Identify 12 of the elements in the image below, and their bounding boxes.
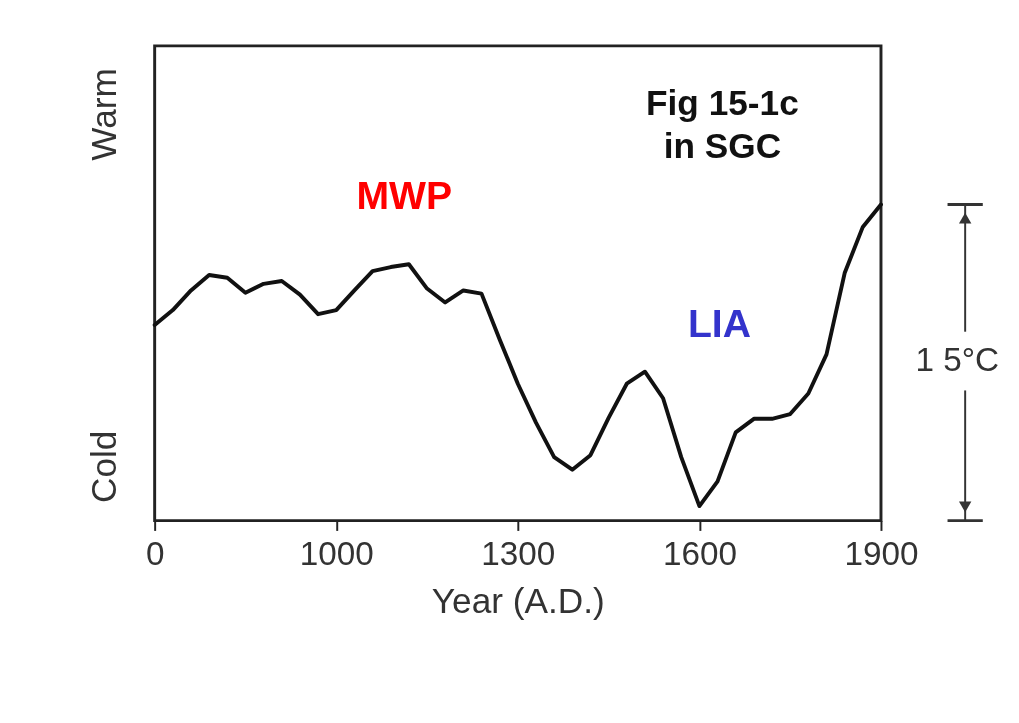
- annotation: LIA: [687, 301, 751, 345]
- x-tick-label: 1900: [844, 535, 919, 573]
- x-tick-label: 0: [145, 535, 165, 573]
- text: Warm: [84, 68, 124, 161]
- x-tick-label: 1600: [662, 535, 737, 573]
- text: 1 5°C: [915, 340, 1000, 378]
- caption: Fig 15-1c in SGC: [646, 83, 799, 166]
- text: Cold: [84, 430, 124, 504]
- annotation: MWP: [356, 174, 453, 218]
- x-tick-label: 1300: [481, 535, 556, 573]
- x-axis-title: Year (A.D.): [431, 581, 605, 621]
- x-tick-label: 1000: [299, 535, 374, 573]
